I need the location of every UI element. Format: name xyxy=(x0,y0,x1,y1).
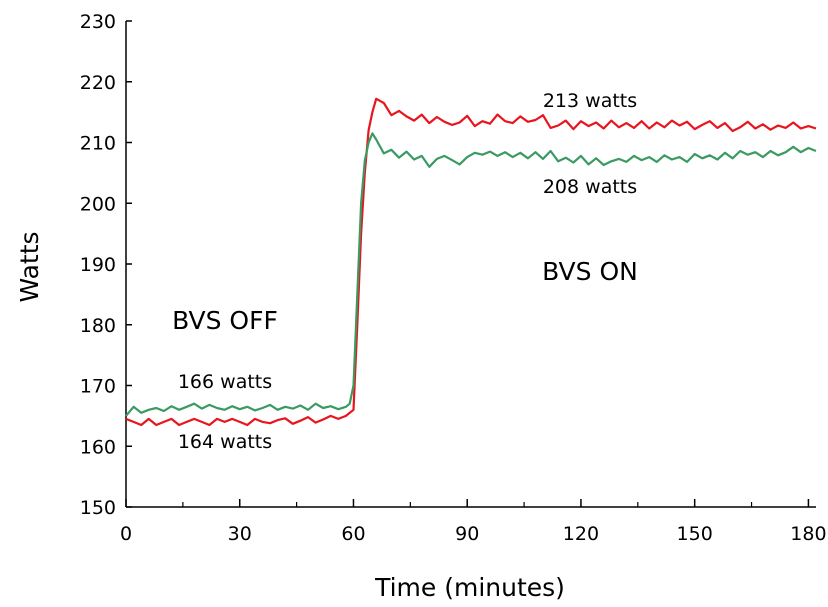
x-tick-label: 30 xyxy=(228,523,252,545)
y-tick-label: 200 xyxy=(80,193,116,215)
annotation-red-off: 164 watts xyxy=(178,431,272,453)
x-tick-label: 0 xyxy=(120,523,132,545)
y-tick-label: 220 xyxy=(80,72,116,94)
x-tick-label: 60 xyxy=(341,523,365,545)
annotation-red-on: 213 watts xyxy=(543,90,637,112)
x-axis-title: Time (minutes) xyxy=(374,573,565,602)
series-line-red xyxy=(125,97,817,427)
y-tick-label: 180 xyxy=(80,315,116,337)
series-layer xyxy=(125,97,817,427)
y-tick-label: 210 xyxy=(80,133,116,155)
series-line-green xyxy=(125,132,817,417)
x-tick-label: 180 xyxy=(790,523,826,545)
annotation-bvs-on: BVS ON xyxy=(542,257,638,286)
y-tick-label: 150 xyxy=(80,497,116,519)
y-tick-label: 190 xyxy=(80,254,116,276)
x-tick-label: 90 xyxy=(455,523,479,545)
y-axis-title: Watts xyxy=(15,231,44,302)
x-tick-label: 150 xyxy=(677,523,713,545)
x-tick-label: 120 xyxy=(563,523,599,545)
annotation-green-off: 166 watts xyxy=(178,371,272,393)
annotation-green-on: 208 watts xyxy=(543,176,637,198)
y-tick-label: 170 xyxy=(80,376,116,398)
y-tick-label: 160 xyxy=(80,436,116,458)
y-tick-label: 230 xyxy=(80,11,116,33)
annotation-bvs-off: BVS OFF xyxy=(172,306,278,335)
tick-layer: 150 160 170 180 190 200 210 220 230 0 30 60 90 120 150… xyxy=(80,11,827,545)
